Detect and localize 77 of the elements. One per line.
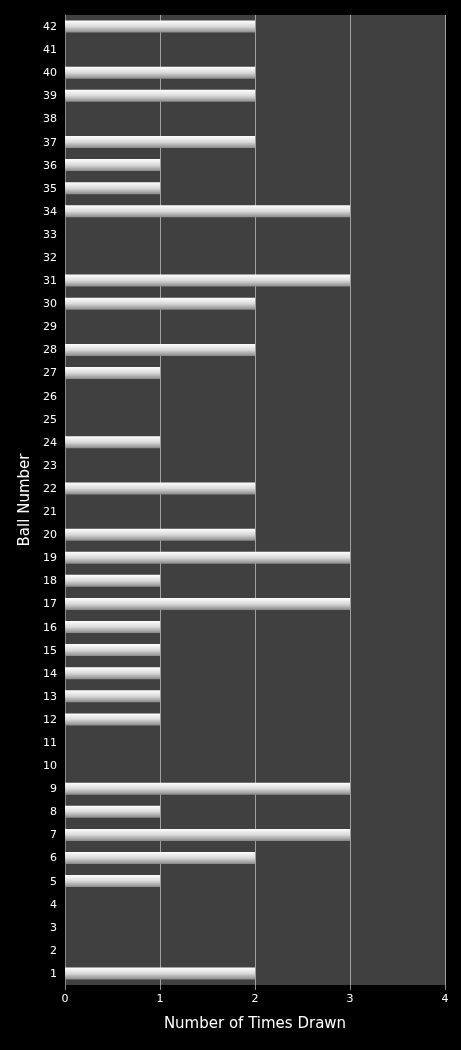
y-tick-label: 10 bbox=[43, 759, 57, 773]
bar bbox=[65, 66, 255, 79]
bar bbox=[65, 89, 255, 102]
bar bbox=[65, 713, 160, 726]
y-tick-label: 20 bbox=[43, 528, 57, 542]
bar bbox=[65, 136, 255, 149]
bar bbox=[65, 182, 160, 195]
y-tick-label: 9 bbox=[50, 782, 57, 796]
y-tick-label: 6 bbox=[50, 851, 57, 865]
y-tick-label: 27 bbox=[43, 366, 57, 380]
x-tick-label: 4 bbox=[441, 992, 449, 1005]
y-tick-label: 24 bbox=[43, 435, 57, 449]
y-tick-label: 11 bbox=[43, 736, 57, 749]
y-tick-label: 19 bbox=[43, 551, 57, 565]
bar bbox=[65, 621, 160, 634]
y-tick-label: 30 bbox=[43, 297, 57, 311]
y-tick-label: 29 bbox=[43, 320, 57, 334]
y-tick-label: 35 bbox=[43, 181, 57, 195]
y-tick-label: 22 bbox=[43, 481, 57, 495]
bar bbox=[65, 551, 350, 564]
bar bbox=[65, 574, 160, 587]
y-tick-label: 5 bbox=[50, 874, 57, 888]
bar bbox=[65, 690, 160, 703]
y-tick-label: 23 bbox=[43, 458, 57, 472]
x-tick-label: 0 bbox=[61, 992, 69, 1005]
y-tick-label: 12 bbox=[43, 712, 57, 726]
y-tick-label: 36 bbox=[43, 158, 57, 172]
y-tick-label: 32 bbox=[43, 251, 57, 264]
bar bbox=[65, 805, 160, 818]
bar bbox=[65, 967, 255, 980]
x-axis-title: Number of Times Drawn bbox=[163, 1013, 347, 1032]
y-tick-label: 17 bbox=[43, 597, 57, 611]
bar bbox=[65, 343, 255, 356]
y-axis-title: Ball Number bbox=[14, 452, 33, 547]
y-tick-label: 42 bbox=[43, 20, 57, 34]
bar bbox=[65, 436, 160, 449]
bar bbox=[65, 528, 255, 541]
bar bbox=[65, 482, 255, 495]
y-tick-label: 2 bbox=[50, 943, 57, 957]
bar bbox=[65, 828, 350, 841]
y-tick-label: 31 bbox=[43, 274, 57, 288]
bar bbox=[65, 20, 255, 33]
y-tick-label: 25 bbox=[43, 412, 57, 426]
y-tick-label: 3 bbox=[50, 920, 57, 934]
y-tick-label: 39 bbox=[43, 89, 57, 103]
y-tick-label: 4 bbox=[50, 897, 57, 911]
bar bbox=[65, 875, 160, 888]
bar bbox=[65, 297, 255, 310]
x-tick-label: 2 bbox=[251, 992, 259, 1005]
x-tick-label: 3 bbox=[346, 992, 354, 1005]
bar bbox=[65, 205, 350, 218]
y-tick-label: 15 bbox=[43, 643, 57, 657]
bar bbox=[65, 851, 255, 864]
y-tick-label: 33 bbox=[43, 227, 57, 241]
bar bbox=[65, 782, 350, 795]
x-tick-label: 1 bbox=[156, 992, 164, 1005]
y-tick-label: 21 bbox=[43, 505, 57, 519]
y-tick-label: 40 bbox=[43, 66, 57, 80]
y-tick-label: 41 bbox=[43, 43, 57, 57]
y-tick-label: 28 bbox=[43, 343, 57, 357]
y-tick-label: 1 bbox=[50, 966, 57, 980]
y-tick-label: 7 bbox=[50, 828, 57, 842]
bar bbox=[65, 667, 160, 680]
y-tick-label: 18 bbox=[43, 574, 57, 588]
y-tick-label: 8 bbox=[50, 805, 57, 819]
bar bbox=[65, 644, 160, 657]
y-tick-label: 13 bbox=[43, 689, 57, 703]
y-tick-label: 38 bbox=[43, 112, 57, 126]
y-tick-label: 37 bbox=[43, 135, 57, 149]
bar bbox=[65, 159, 160, 172]
y-tick-label: 14 bbox=[43, 666, 57, 680]
y-tick-label: 34 bbox=[43, 204, 57, 218]
y-tick-label: 16 bbox=[43, 620, 57, 634]
bar bbox=[65, 597, 350, 610]
bar bbox=[65, 274, 350, 287]
y-tick-label: 26 bbox=[43, 389, 57, 403]
bar bbox=[65, 366, 160, 379]
